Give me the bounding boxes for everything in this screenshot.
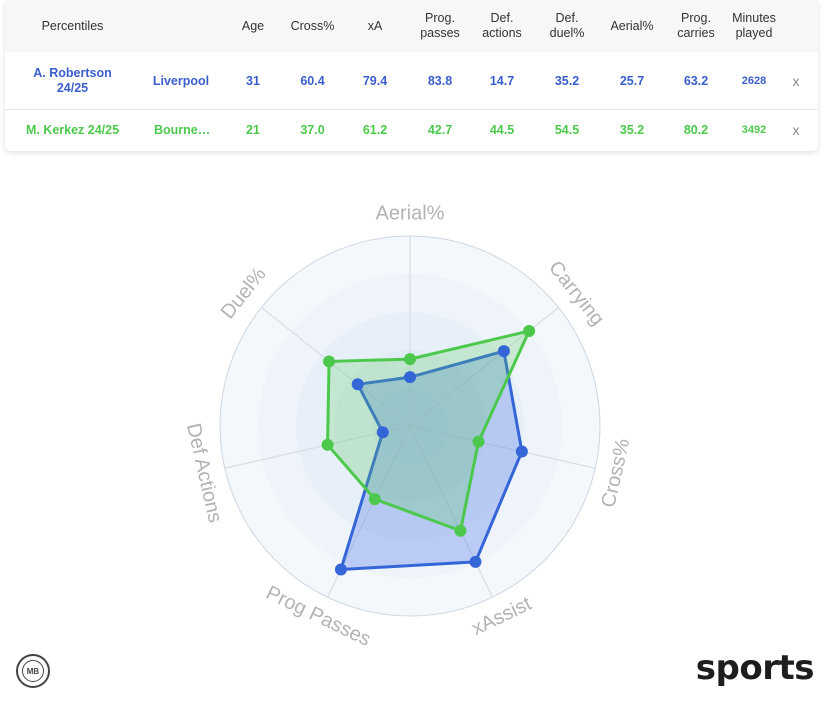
radar-point bbox=[515, 445, 528, 458]
table-row: M. Kerkez 24/25 Bourne… 21 37.0 61.2 42.… bbox=[5, 110, 818, 151]
prog-passes-value: 42.7 bbox=[427, 123, 453, 137]
radar-point bbox=[404, 353, 416, 366]
radar-point bbox=[523, 324, 536, 337]
header-percentiles: Percentiles bbox=[41, 18, 104, 33]
header-cross: Cross% bbox=[290, 18, 335, 33]
radar-point bbox=[368, 493, 381, 506]
minutes-value: 3492 bbox=[741, 124, 767, 136]
cross-value: 60.4 bbox=[300, 73, 325, 88]
aerial-value: 35.2 bbox=[619, 123, 645, 137]
remove-row-button[interactable]: x bbox=[792, 72, 800, 89]
def-duel-value: 35.2 bbox=[554, 73, 580, 88]
aerial-value: 25.7 bbox=[619, 73, 645, 88]
header-prog-carries: Prog. carries bbox=[677, 11, 715, 40]
age-value: 21 bbox=[246, 123, 260, 137]
prog-carries-value: 80.2 bbox=[683, 123, 709, 137]
header-minutes: Minutes played bbox=[732, 11, 776, 40]
team-name-text: Bourne… bbox=[154, 123, 211, 137]
def-actions-value: 14.7 bbox=[489, 73, 515, 88]
brand-wordmark: sports bbox=[695, 648, 815, 688]
table-row: A. Robertson 24/25 Liverpool 31 60.4 79.… bbox=[5, 53, 818, 110]
radar-series-2 bbox=[326, 329, 531, 533]
xa-value: 61.2 bbox=[362, 123, 388, 137]
radar-point bbox=[454, 524, 467, 537]
radar-point bbox=[334, 563, 347, 576]
header-def-actions: Def. actions bbox=[482, 11, 522, 40]
player-name[interactable]: M. Kerkez 24/25 bbox=[25, 123, 120, 137]
xa-value: 79.4 bbox=[362, 73, 388, 88]
table-header: Percentiles Age Cross% xA Prog. passes D… bbox=[5, 0, 818, 52]
age-value: 31 bbox=[246, 73, 260, 88]
axis-label: Aerial% bbox=[376, 202, 445, 224]
header-aerial: Aerial% bbox=[610, 18, 654, 33]
radar-spoke bbox=[409, 425, 596, 469]
radar-point bbox=[323, 355, 336, 368]
prog-carries-value: 63.2 bbox=[683, 73, 709, 88]
radar-point bbox=[469, 555, 482, 568]
team-name[interactable]: Liverpool bbox=[152, 73, 210, 88]
axis-label: Cross% bbox=[597, 436, 634, 509]
radar-spoke bbox=[409, 425, 493, 598]
radar-point bbox=[321, 438, 334, 451]
prog-passes-value: 83.8 bbox=[427, 73, 453, 88]
mb-logo-icon: MB bbox=[16, 654, 50, 688]
radar-point bbox=[472, 435, 485, 448]
header-def-duel: Def. duel% bbox=[549, 11, 585, 40]
def-actions-value: 44.5 bbox=[489, 123, 515, 137]
radar-point bbox=[497, 345, 510, 358]
radar-point bbox=[351, 378, 364, 391]
remove-row-button[interactable]: x bbox=[792, 122, 800, 138]
radar-spoke bbox=[261, 307, 411, 427]
def-duel-value: 54.5 bbox=[554, 123, 580, 137]
radar-point bbox=[404, 371, 416, 384]
header-prog-passes: Prog. passes bbox=[420, 11, 460, 40]
header-xa: xA bbox=[367, 18, 383, 33]
comparison-table: Percentiles Age Cross% xA Prog. passes D… bbox=[5, 0, 818, 151]
player-name[interactable]: A. Robertson 24/25 bbox=[33, 66, 112, 95]
axis-label: Def Actions bbox=[182, 421, 226, 525]
cross-value: 37.0 bbox=[300, 123, 325, 137]
team-name[interactable]: Bourne… bbox=[145, 110, 217, 151]
header-age: Age bbox=[241, 18, 265, 33]
radar-point bbox=[376, 426, 389, 439]
radar-series-1 bbox=[339, 349, 524, 571]
logo-text: MB bbox=[22, 660, 44, 682]
minutes-value: 2628 bbox=[741, 74, 767, 87]
